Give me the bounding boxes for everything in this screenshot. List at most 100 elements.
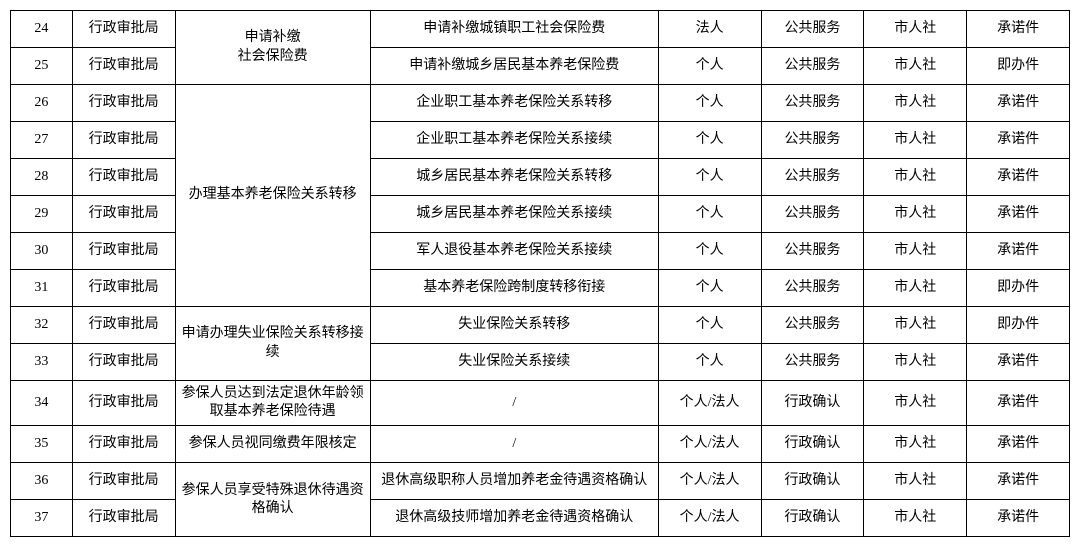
service-item: 企业职工基本养老保险关系接续 (370, 122, 658, 159)
table-row: 27行政审批局企业职工基本养老保险关系接续个人公共服务市人社承诺件 (11, 122, 1070, 159)
table-row: 35行政审批局参保人员视同缴费年限核定/个人/法人行政确认市人社承诺件 (11, 426, 1070, 463)
table-row: 34行政审批局参保人员达到法定退休年龄领取基本养老保险待遇/个人/法人行政确认市… (11, 381, 1070, 426)
subject: 个人 (658, 233, 761, 270)
table-row: 36行政审批局参保人员享受特殊退休待遇资格确认退休高级职称人员增加养老金待遇资格… (11, 463, 1070, 500)
service-type: 行政确认 (761, 500, 864, 537)
table-body: 24行政审批局申请补缴 社会保险费申请补缴城镇职工社会保险费法人公共服务市人社承… (11, 11, 1070, 537)
row-number: 30 (11, 233, 73, 270)
row-number: 27 (11, 122, 73, 159)
table-row: 29行政审批局城乡居民基本养老保险关系接续个人公共服务市人社承诺件 (11, 196, 1070, 233)
organization: 市人社 (864, 233, 967, 270)
department: 行政审批局 (72, 381, 175, 426)
service-item: 军人退役基本养老保险关系接续 (370, 233, 658, 270)
service-item: 失业保险关系接续 (370, 344, 658, 381)
organization: 市人社 (864, 159, 967, 196)
organization: 市人社 (864, 11, 967, 48)
category: 办理基本养老保险关系转移 (175, 85, 370, 307)
service-type: 公共服务 (761, 85, 864, 122)
organization: 市人社 (864, 344, 967, 381)
organization: 市人社 (864, 500, 967, 537)
table-row: 32行政审批局申请办理失业保险关系转移接续失业保险关系转移个人公共服务市人社即办… (11, 307, 1070, 344)
deal-type: 即办件 (967, 270, 1070, 307)
organization: 市人社 (864, 270, 967, 307)
department: 行政审批局 (72, 196, 175, 233)
service-item: 基本养老保险跨制度转移衔接 (370, 270, 658, 307)
department: 行政审批局 (72, 426, 175, 463)
service-type: 公共服务 (761, 122, 864, 159)
subject: 个人 (658, 270, 761, 307)
deal-type: 承诺件 (967, 159, 1070, 196)
subject: 个人 (658, 159, 761, 196)
organization: 市人社 (864, 426, 967, 463)
service-type: 公共服务 (761, 344, 864, 381)
subject: 个人/法人 (658, 381, 761, 426)
deal-type: 承诺件 (967, 381, 1070, 426)
department: 行政审批局 (72, 11, 175, 48)
department: 行政审批局 (72, 233, 175, 270)
department: 行政审批局 (72, 270, 175, 307)
category: 参保人员享受特殊退休待遇资格确认 (175, 463, 370, 537)
organization: 市人社 (864, 122, 967, 159)
department: 行政审批局 (72, 344, 175, 381)
deal-type: 承诺件 (967, 463, 1070, 500)
service-type: 公共服务 (761, 233, 864, 270)
category: 申请办理失业保险关系转移接续 (175, 307, 370, 381)
row-number: 32 (11, 307, 73, 344)
organization: 市人社 (864, 85, 967, 122)
service-items-table: 24行政审批局申请补缴 社会保险费申请补缴城镇职工社会保险费法人公共服务市人社承… (10, 10, 1070, 537)
subject: 个人 (658, 122, 761, 159)
table-row: 28行政审批局城乡居民基本养老保险关系转移个人公共服务市人社承诺件 (11, 159, 1070, 196)
deal-type: 承诺件 (967, 85, 1070, 122)
category: 参保人员达到法定退休年龄领取基本养老保险待遇 (175, 381, 370, 426)
deal-type: 承诺件 (967, 122, 1070, 159)
subject: 个人 (658, 196, 761, 233)
category: 参保人员视同缴费年限核定 (175, 426, 370, 463)
table-row: 33行政审批局 失业保险关系接续个人公共服务市人社承诺件 (11, 344, 1070, 381)
subject: 个人 (658, 344, 761, 381)
deal-type: 承诺件 (967, 344, 1070, 381)
service-type: 行政确认 (761, 426, 864, 463)
subject: 个人 (658, 307, 761, 344)
subject: 个人/法人 (658, 426, 761, 463)
row-number: 37 (11, 500, 73, 537)
service-item: 失业保险关系转移 (370, 307, 658, 344)
service-item: / (370, 426, 658, 463)
service-type: 公共服务 (761, 159, 864, 196)
service-item: 申请补缴城镇职工社会保险费 (370, 11, 658, 48)
row-number: 35 (11, 426, 73, 463)
organization: 市人社 (864, 48, 967, 85)
service-type: 公共服务 (761, 11, 864, 48)
service-item: 申请补缴城乡居民基本养老保险费 (370, 48, 658, 85)
department: 行政审批局 (72, 85, 175, 122)
deal-type: 即办件 (967, 48, 1070, 85)
row-number: 36 (11, 463, 73, 500)
organization: 市人社 (864, 381, 967, 426)
organization: 市人社 (864, 307, 967, 344)
service-type: 公共服务 (761, 196, 864, 233)
table-row: 25行政审批局申请补缴城乡居民基本养老保险费个人公共服务市人社即办件 (11, 48, 1070, 85)
row-number: 28 (11, 159, 73, 196)
deal-type: 承诺件 (967, 426, 1070, 463)
row-number: 34 (11, 381, 73, 426)
table-row: 30行政审批局军人退役基本养老保险关系接续个人公共服务市人社承诺件 (11, 233, 1070, 270)
department: 行政审批局 (72, 463, 175, 500)
department: 行政审批局 (72, 500, 175, 537)
subject: 个人 (658, 85, 761, 122)
service-type: 行政确认 (761, 463, 864, 500)
subject: 个人 (658, 48, 761, 85)
service-item: 企业职工基本养老保险关系转移 (370, 85, 658, 122)
department: 行政审批局 (72, 307, 175, 344)
row-number: 29 (11, 196, 73, 233)
table-row: 31行政审批局基本养老保险跨制度转移衔接个人公共服务市人社即办件 (11, 270, 1070, 307)
deal-type: 即办件 (967, 307, 1070, 344)
service-item: 退休高级职称人员增加养老金待遇资格确认 (370, 463, 658, 500)
service-item: / (370, 381, 658, 426)
service-type: 公共服务 (761, 270, 864, 307)
subject: 法人 (658, 11, 761, 48)
organization: 市人社 (864, 463, 967, 500)
service-item: 城乡居民基本养老保险关系接续 (370, 196, 658, 233)
row-number: 33 (11, 344, 73, 381)
subject: 个人/法人 (658, 463, 761, 500)
organization: 市人社 (864, 196, 967, 233)
service-item: 城乡居民基本养老保险关系转移 (370, 159, 658, 196)
